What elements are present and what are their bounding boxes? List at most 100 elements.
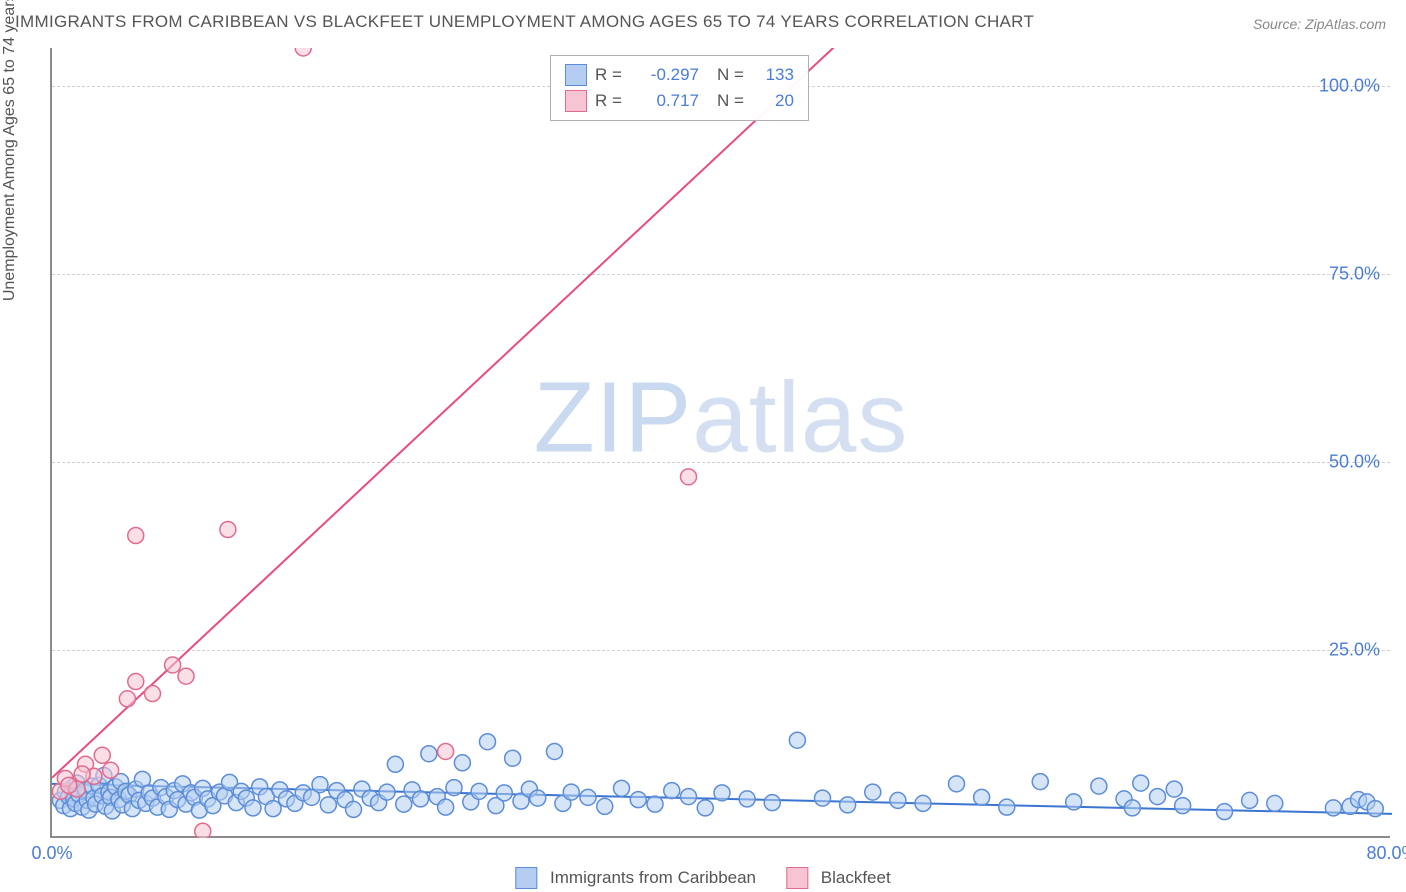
data-point	[86, 768, 102, 784]
data-point	[446, 780, 462, 796]
data-point	[212, 784, 228, 800]
data-point	[118, 783, 134, 799]
data-point	[949, 776, 965, 792]
data-point	[103, 789, 119, 805]
chart-title: IMMIGRANTS FROM CARIBBEAN VS BLACKFEET U…	[15, 12, 1034, 32]
data-point	[217, 788, 233, 804]
data-point	[480, 734, 496, 750]
data-point	[195, 823, 211, 838]
data-point	[245, 800, 261, 816]
legend-label-caribbean: Immigrants from Caribbean	[550, 868, 756, 887]
data-point	[178, 796, 194, 812]
data-point	[94, 747, 110, 763]
stats-swatch-blackfeet	[565, 90, 587, 112]
data-point	[265, 801, 281, 817]
data-point	[521, 781, 537, 797]
legend-label-blackfeet: Blackfeet	[821, 868, 891, 887]
bottom-legend: Immigrants from Caribbean Blackfeet	[515, 867, 890, 889]
data-point	[252, 779, 268, 795]
data-point	[1342, 798, 1358, 814]
data-point	[119, 691, 135, 707]
data-point	[67, 795, 83, 811]
data-point	[974, 789, 990, 805]
data-point	[1124, 800, 1140, 816]
data-point	[999, 799, 1015, 815]
data-point	[865, 784, 881, 800]
x-tick-label: 0.0%	[31, 843, 72, 864]
data-point	[471, 783, 487, 799]
data-point	[454, 755, 470, 771]
data-point	[195, 780, 211, 796]
data-point	[304, 789, 320, 805]
data-point	[124, 801, 140, 817]
data-point	[134, 771, 150, 787]
data-point	[94, 788, 110, 804]
data-point	[1116, 791, 1132, 807]
data-point	[150, 799, 166, 815]
data-point	[647, 796, 663, 812]
stats-row-caribbean: R = -0.297 N = 133	[565, 62, 794, 88]
y-tick-label: 25.0%	[1329, 639, 1380, 660]
data-point	[513, 793, 529, 809]
stats-n-value-caribbean: 133	[752, 65, 794, 85]
data-point	[78, 782, 94, 798]
data-point	[312, 777, 328, 793]
data-point	[438, 799, 454, 815]
data-point	[153, 780, 169, 796]
stats-n-label: N =	[717, 91, 744, 111]
stats-r-value-blackfeet: 0.717	[637, 91, 699, 111]
data-point	[175, 776, 191, 792]
data-point	[563, 784, 579, 800]
data-point	[362, 790, 378, 806]
data-point	[697, 800, 713, 816]
data-point	[145, 790, 161, 806]
data-point	[840, 797, 856, 813]
data-point	[488, 798, 504, 814]
data-point	[1175, 798, 1191, 814]
data-point	[111, 792, 127, 808]
data-point	[228, 795, 244, 811]
data-point	[1091, 778, 1107, 794]
watermark-suffix: atlas	[692, 362, 908, 474]
data-point	[238, 790, 254, 806]
y-tick-label: 75.0%	[1329, 263, 1380, 284]
data-point	[272, 782, 288, 798]
data-point	[1267, 795, 1283, 811]
data-point	[114, 797, 130, 813]
data-point	[530, 790, 546, 806]
data-point	[57, 771, 73, 787]
x-tick-label: 80.0%	[1366, 843, 1406, 864]
stats-legend-box: R = -0.297 N = 133 R = 0.717 N = 20	[550, 55, 809, 121]
data-point	[1325, 800, 1341, 816]
plot-area: ZIPatlas 25.0%50.0%75.0%100.0%0.0%80.0%	[50, 48, 1390, 838]
legend-item-caribbean: Immigrants from Caribbean	[515, 867, 756, 889]
data-point	[103, 762, 119, 778]
data-point	[88, 796, 104, 812]
data-point	[295, 48, 311, 56]
data-point	[145, 686, 161, 702]
data-point	[387, 756, 403, 772]
stats-swatch-caribbean	[565, 64, 587, 86]
stats-r-label: R =	[595, 65, 629, 85]
y-axis-label: Unemployment Among Ages 65 to 74 years	[1, 0, 19, 301]
data-point	[128, 674, 144, 690]
data-point	[789, 732, 805, 748]
data-point	[404, 782, 420, 798]
data-point	[61, 777, 77, 793]
data-point	[614, 780, 630, 796]
stats-r-label: R =	[595, 91, 629, 111]
data-point	[1351, 792, 1367, 808]
grid-line-horizontal	[52, 650, 1390, 651]
data-point	[81, 802, 97, 818]
data-point	[128, 528, 144, 544]
data-point	[62, 801, 78, 817]
data-point	[714, 785, 730, 801]
data-point	[320, 797, 336, 813]
data-point	[57, 784, 73, 800]
data-point	[71, 786, 87, 802]
data-point	[496, 785, 512, 801]
data-point	[463, 794, 479, 810]
data-point	[161, 801, 177, 817]
grid-line-horizontal	[52, 462, 1390, 463]
data-point	[131, 792, 147, 808]
